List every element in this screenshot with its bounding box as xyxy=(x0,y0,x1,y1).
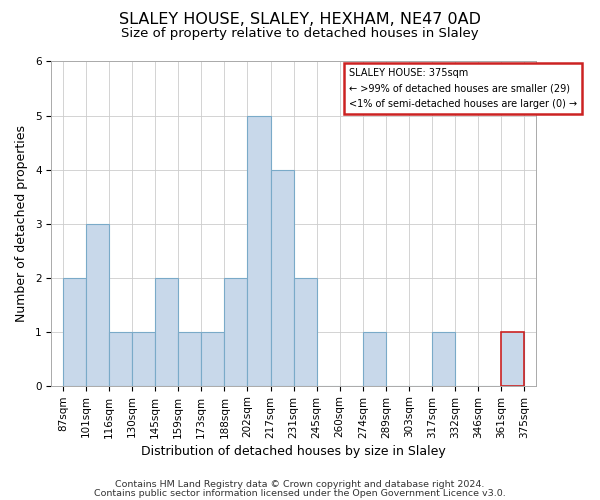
Bar xyxy=(132,332,155,386)
Text: SLALEY HOUSE, SLALEY, HEXHAM, NE47 0AD: SLALEY HOUSE, SLALEY, HEXHAM, NE47 0AD xyxy=(119,12,481,28)
Bar xyxy=(432,332,455,386)
Bar xyxy=(293,278,317,386)
Bar xyxy=(247,116,271,386)
Bar xyxy=(363,332,386,386)
Bar xyxy=(271,170,293,386)
Text: SLALEY HOUSE: 375sqm
← >99% of detached houses are smaller (29)
<1% of semi-deta: SLALEY HOUSE: 375sqm ← >99% of detached … xyxy=(349,68,577,109)
Text: Size of property relative to detached houses in Slaley: Size of property relative to detached ho… xyxy=(121,28,479,40)
Bar xyxy=(86,224,109,386)
Bar xyxy=(224,278,247,386)
Text: Contains HM Land Registry data © Crown copyright and database right 2024.: Contains HM Land Registry data © Crown c… xyxy=(115,480,485,489)
Bar xyxy=(501,332,524,386)
Text: Contains public sector information licensed under the Open Government Licence v3: Contains public sector information licen… xyxy=(94,489,506,498)
Bar xyxy=(109,332,132,386)
Bar xyxy=(63,278,86,386)
Bar xyxy=(155,278,178,386)
Bar xyxy=(178,332,201,386)
Bar xyxy=(201,332,224,386)
Bar xyxy=(501,332,524,386)
Y-axis label: Number of detached properties: Number of detached properties xyxy=(15,125,28,322)
X-axis label: Distribution of detached houses by size in Slaley: Distribution of detached houses by size … xyxy=(141,444,446,458)
